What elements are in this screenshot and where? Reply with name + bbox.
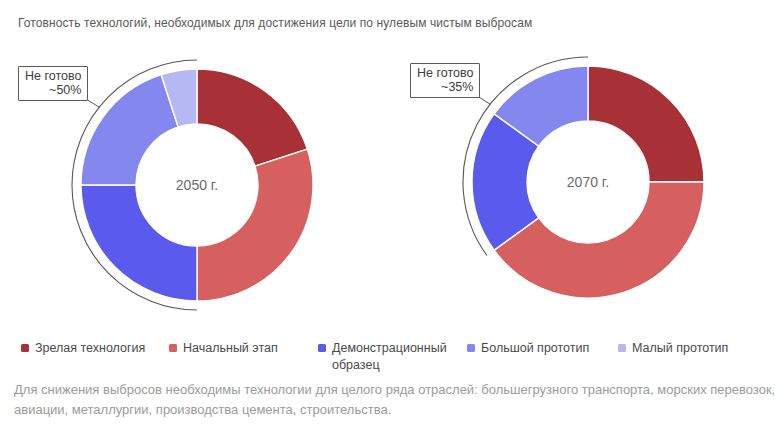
annotation-not-ready-2050: Не готово ~50% (18, 66, 88, 101)
legend-item-early: Начальный этап (169, 340, 278, 357)
legend-swatch-demonstration (318, 344, 326, 352)
donut-center-label-2050: 2050 г. (147, 177, 247, 193)
annotation-value: ~50% (25, 83, 81, 97)
footer-note: Для снижения выбросов необходимы техноло… (14, 380, 775, 420)
footer-line-1: Для снижения выбросов необходимы техноло… (14, 380, 775, 400)
donut-slice-0-3 (81, 75, 178, 185)
donut-slice-0-0 (197, 69, 307, 166)
legend-item-small-prototype: Малый прототип (618, 340, 728, 357)
donut-slice-0-1 (197, 149, 313, 301)
legend-swatch-mature (21, 344, 29, 352)
legend-swatch-large-prototype (467, 344, 475, 352)
donut-slice-1-0 (588, 66, 704, 182)
legend-swatch-small-prototype (618, 344, 626, 352)
annotation-label: Не готово (417, 66, 473, 80)
donut-charts-canvas (0, 0, 784, 335)
legend-item-large-prototype: Большой прототип (467, 340, 589, 357)
footer-line-2: авиации, металлургии, производства цемен… (14, 400, 775, 420)
legend-item-mature: Зрелая технология (21, 340, 145, 357)
donut-center-label-2070: 2070 г. (538, 174, 638, 190)
legend-swatch-early (169, 344, 177, 352)
annotation-not-ready-2070: Не готово ~35% (410, 63, 480, 98)
annotation-value: ~35% (417, 80, 473, 94)
legend-item-demonstration: Демонстрационный образец (318, 340, 464, 374)
annotation-label: Не готово (25, 69, 81, 83)
donut-slice-0-2 (81, 185, 197, 301)
